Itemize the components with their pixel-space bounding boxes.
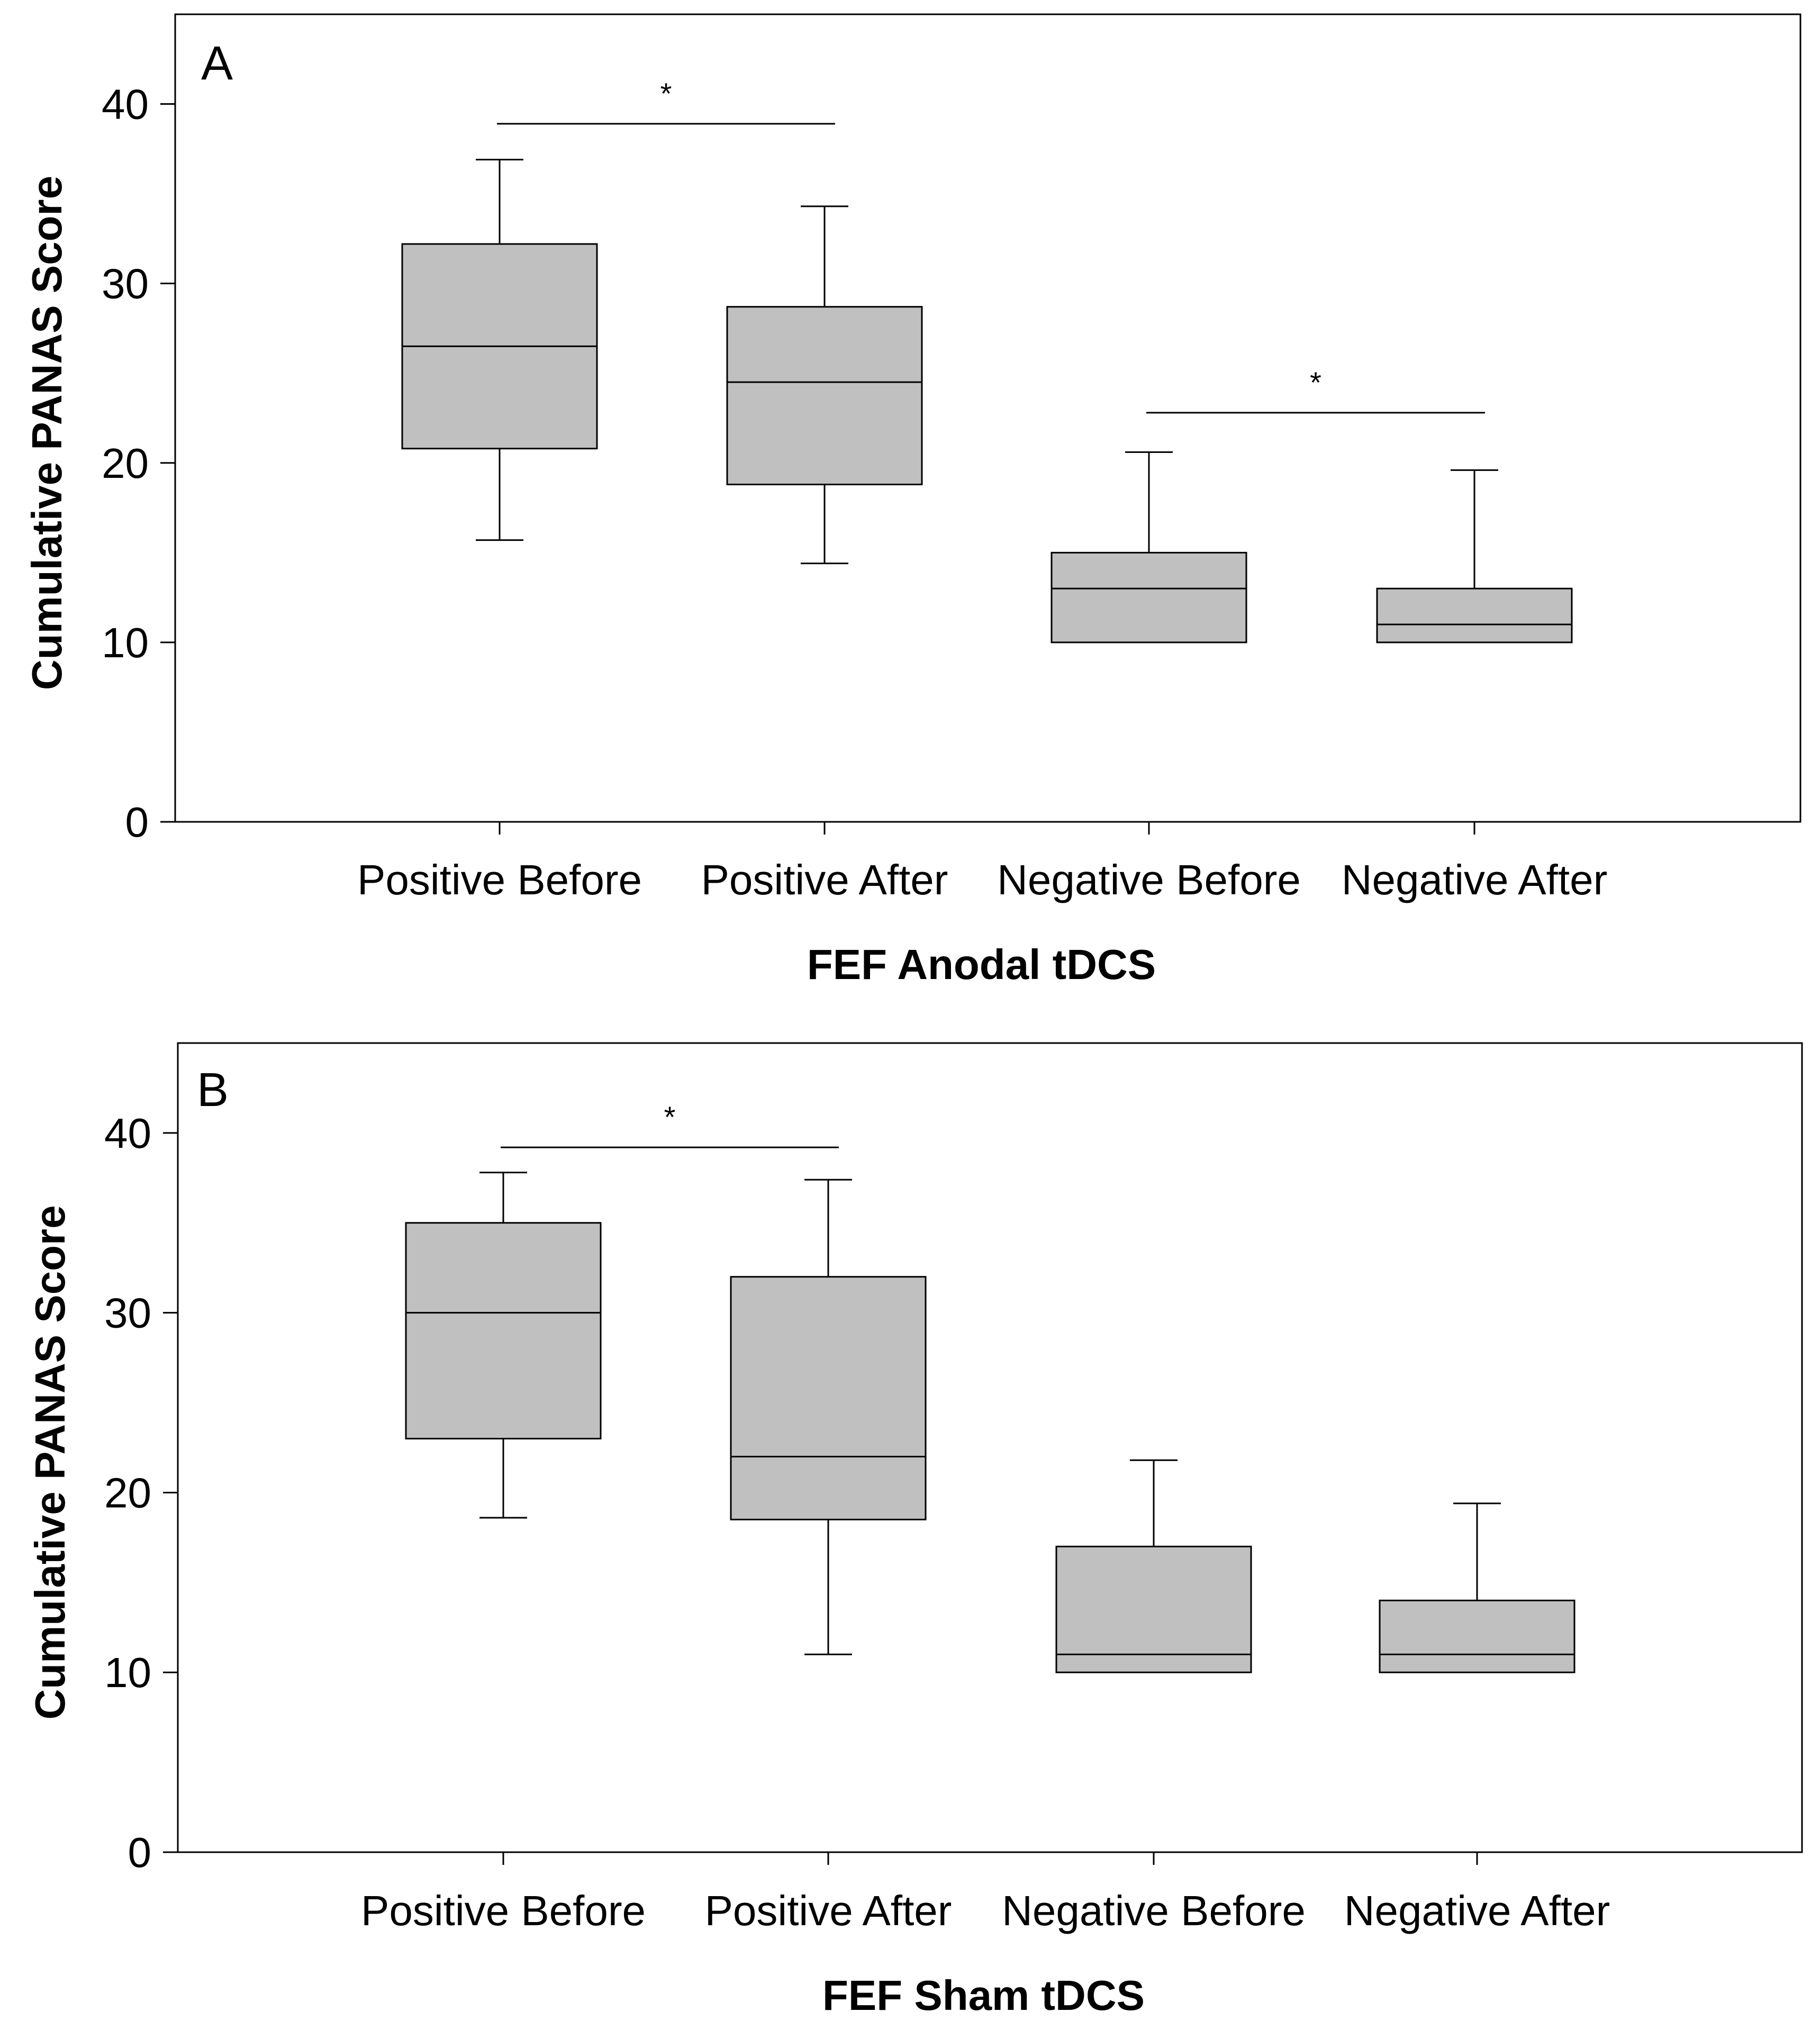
- y-tick-label: 40: [102, 81, 149, 128]
- x-category-label: Positive After: [701, 856, 948, 903]
- y-axis-title: Cumulative PANAS Score: [26, 1205, 74, 1719]
- iqr-box: [730, 1276, 927, 1520]
- panel-b: B 0 10 20 30 40 Cumulative PANAS Score Positive…: [26, 1042, 1803, 2019]
- box-plot-item: [1055, 1459, 1252, 1673]
- box-plot-item: [1051, 451, 1247, 644]
- panel-label: A: [201, 37, 233, 90]
- x-category-label: Positive Before: [361, 1887, 646, 1934]
- iqr-box: [405, 1222, 602, 1440]
- plot-frame: [177, 1042, 1803, 1853]
- y-tick-label: 20: [102, 440, 149, 487]
- iqr-box: [726, 306, 923, 485]
- panel-a: A 0 10 20 30 40 Cumulative PANAS Score Positive…: [23, 13, 1801, 988]
- x-category-label: Negative Before: [1002, 1887, 1306, 1934]
- y-tick-label: 10: [104, 1649, 151, 1696]
- y-tick-label: 10: [102, 619, 149, 666]
- box-plot-item: [726, 205, 923, 565]
- box-plot-item: [1379, 1502, 1575, 1673]
- panel-label: B: [197, 1064, 229, 1117]
- box-plot-item: [730, 1179, 927, 1655]
- x-axis-title: FEF Anodal tDCS: [807, 941, 1156, 988]
- x-category-label: Negative After: [1342, 856, 1608, 903]
- significance-marker: *: [664, 1100, 676, 1134]
- significance-marker: *: [1310, 366, 1321, 399]
- box-plot-item: [1376, 469, 1573, 644]
- x-category-label: Positive After: [705, 1887, 952, 1934]
- y-tick-label: 40: [104, 1110, 151, 1157]
- box-plot-item: [401, 159, 598, 541]
- x-category-label: Positive Before: [357, 856, 642, 903]
- box-plot-item: [405, 1172, 602, 1519]
- iqr-box: [1376, 587, 1573, 644]
- x-category-label: Negative Before: [997, 856, 1301, 903]
- y-tick-label: 20: [104, 1469, 151, 1516]
- y-tick-label: 30: [104, 1290, 151, 1337]
- y-tick-label: 0: [125, 799, 149, 846]
- plot-frame: [174, 13, 1801, 823]
- y-tick-label: 0: [128, 1829, 152, 1876]
- iqr-box: [1051, 551, 1247, 644]
- significance-marker: *: [660, 77, 672, 110]
- x-category-label: Negative After: [1344, 1887, 1610, 1934]
- iqr-box: [1379, 1599, 1575, 1673]
- y-tick-label: 30: [102, 260, 149, 307]
- x-axis-title: FEF Sham tDCS: [822, 1972, 1145, 2019]
- y-axis-title: Cumulative PANAS Score: [23, 176, 70, 690]
- iqr-box: [1055, 1545, 1252, 1673]
